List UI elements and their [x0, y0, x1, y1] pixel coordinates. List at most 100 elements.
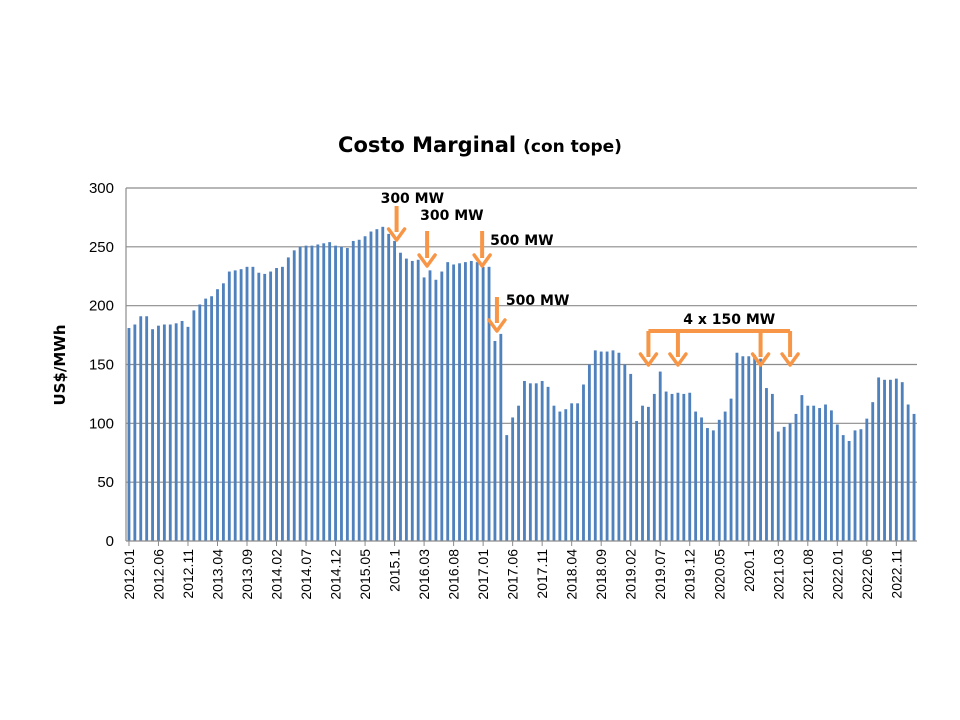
bar: [824, 404, 827, 541]
x-tick-label: 2014.02: [269, 549, 285, 600]
bar: [322, 243, 326, 541]
bar: [499, 333, 503, 541]
bar: [593, 350, 597, 541]
bar: [717, 419, 721, 541]
bar: [894, 378, 898, 541]
x-tick-label: 2014.12: [328, 549, 344, 600]
bar: [458, 263, 461, 541]
bar: [670, 393, 674, 541]
bar: [694, 411, 698, 541]
x-tick-label: 2018.04: [564, 549, 580, 600]
bar: [812, 405, 816, 541]
bar: [186, 326, 190, 541]
bar: [275, 268, 278, 541]
bar: [646, 406, 650, 541]
bar: [145, 316, 149, 541]
bar: [818, 408, 822, 541]
bar: [381, 226, 385, 541]
x-tick-label: 2016.08: [446, 549, 462, 600]
bar: [540, 380, 544, 541]
bar: [865, 418, 869, 541]
bar: [676, 392, 680, 541]
y-tick-label: 300: [89, 180, 114, 197]
x-tick-label: 2017.11: [534, 549, 550, 599]
bar: [281, 266, 284, 541]
bar: [847, 440, 851, 541]
bar: [729, 398, 733, 541]
arrow-2-head: [417, 253, 437, 268]
bar: [369, 231, 373, 541]
bar: [340, 246, 343, 542]
bar: [829, 410, 833, 541]
x-tick-label: 2019.12: [682, 549, 698, 600]
bar: [587, 364, 591, 541]
bracket-arrow-1-head: [638, 352, 659, 367]
x-tick-label: 2017.06: [505, 549, 521, 600]
bar: [221, 283, 225, 541]
bar: [889, 379, 892, 541]
bar: [800, 395, 804, 541]
bar: [523, 380, 526, 541]
bar: [269, 271, 273, 541]
bar: [806, 405, 810, 541]
bar: [912, 413, 916, 541]
bar: [345, 248, 349, 541]
bar: [658, 371, 662, 541]
bar: [629, 373, 633, 541]
bar: [552, 405, 556, 541]
bar: [682, 393, 686, 541]
bar: [310, 245, 314, 541]
chart-title-main: Costo Marginal: [338, 133, 516, 157]
x-tick-label: 2020.1: [741, 549, 757, 592]
bar: [475, 262, 479, 541]
chart-subtitle: (con tope): [523, 137, 622, 157]
bar: [528, 383, 532, 541]
bar: [564, 409, 568, 541]
bar: [351, 240, 355, 541]
x-tick-label: 2016.03: [416, 549, 432, 600]
arrow-3-head: [472, 253, 492, 268]
x-tick-label: 2012.06: [150, 549, 166, 600]
x-tick-label: 2019.02: [623, 549, 639, 600]
bar: [239, 269, 243, 541]
bar: [233, 270, 237, 541]
bar: [334, 245, 337, 541]
bar: [245, 266, 249, 541]
x-tick-label: 2022.06: [859, 549, 875, 600]
bar: [416, 259, 420, 541]
x-tick-label: 2013.04: [209, 549, 225, 600]
bar: [505, 435, 509, 541]
annotation-label: 4 x 150 MW: [683, 312, 775, 328]
bar: [582, 384, 585, 541]
bar: [393, 240, 397, 541]
bar: [440, 271, 444, 541]
x-tick-label: 2022.01: [829, 549, 845, 600]
bar: [469, 260, 473, 541]
bar: [623, 364, 627, 541]
bracket-arrow-3-head: [750, 352, 771, 367]
bar: [534, 383, 538, 541]
x-tick-labels: 2012.01 2012.06 2012.11 2013.04 2013.09 2014.…: [121, 541, 904, 600]
bar: [399, 252, 402, 541]
bracket-arrow-2-head: [668, 352, 688, 367]
bar: [906, 404, 910, 541]
bar: [286, 257, 290, 541]
x-tick-label: 2012.11: [180, 549, 196, 599]
bar: [428, 270, 432, 541]
bar: [688, 392, 692, 541]
bar: [180, 320, 184, 541]
bar: [487, 266, 491, 541]
bar: [328, 242, 332, 542]
bar: [883, 379, 886, 541]
x-tick-label: 2022.11: [888, 549, 904, 599]
bar: [664, 391, 668, 541]
bar: [877, 377, 881, 541]
annotation-label: 300 MW: [420, 208, 483, 224]
bar: [576, 403, 579, 541]
bar: [546, 386, 550, 541]
bar: [853, 430, 857, 541]
bar: [735, 352, 739, 541]
bar: [788, 423, 792, 541]
bar: [298, 246, 302, 542]
bar: [151, 329, 154, 541]
